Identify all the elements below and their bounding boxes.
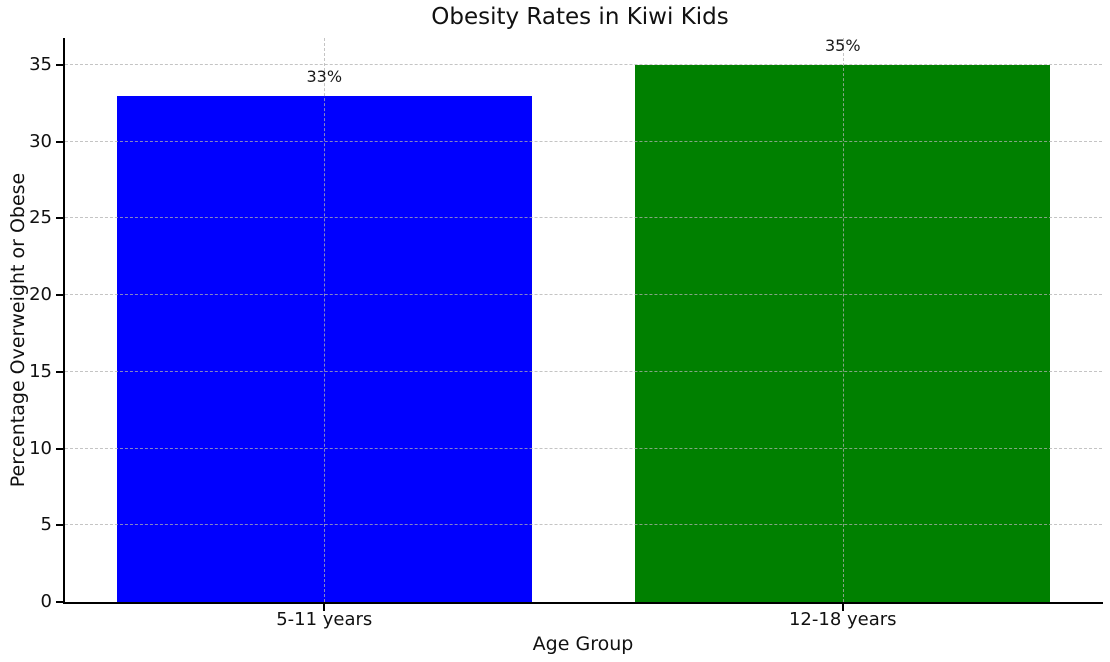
y-tick-label: 30: [29, 130, 52, 152]
bar-value-label: 33%: [306, 66, 343, 86]
y-tick-label: 20: [29, 284, 52, 306]
plot-area: 0 5 10 15 20 25 30 35 33% 5-11 years 35% 12-18 year…: [29, 35, 1102, 630]
y-tick-mark: [56, 370, 63, 373]
bar-5-11-years: [116, 95, 532, 602]
y-axis-label: Percentage Overweight or Obese: [7, 172, 29, 488]
x-tick-label: 12-18 years: [788, 609, 897, 630]
y-tick-label: 35: [29, 53, 52, 75]
x-axis-label: Age Group: [532, 633, 634, 655]
x-tick-mark: [841, 604, 844, 611]
y-tick-label: 5: [40, 514, 52, 536]
grid-layer: [65, 38, 1102, 602]
y-tick-mark: [56, 447, 63, 450]
bar-value-label: 35%: [824, 35, 861, 55]
y-tick-label: 15: [29, 360, 52, 382]
horizontal-gridline: [65, 524, 1102, 526]
horizontal-gridline: [65, 63, 1102, 65]
chart-title: Obesity Rates in Kiwi Kids: [431, 4, 729, 30]
y-tick-label: 10: [29, 437, 52, 459]
bar-12-18-years: [635, 64, 1051, 602]
horizontal-gridline: [65, 294, 1102, 296]
labels-layer: 0 5 10 15 20 25 30 35 33% 5-11 years 35% 12-18 year…: [29, 35, 1102, 630]
y-tick-mark: [56, 140, 63, 143]
horizontal-gridline: [65, 217, 1102, 219]
y-axis-spine: [63, 38, 65, 604]
y-tick-label: 25: [29, 207, 52, 229]
x-tick-mark: [323, 604, 326, 611]
vertical-gridline: [842, 38, 844, 602]
y-tick-mark: [56, 524, 63, 527]
horizontal-gridline: [65, 140, 1102, 142]
x-axis-spine: [63, 602, 1103, 604]
y-tick-mark: [56, 601, 63, 603]
bars-layer: [65, 38, 1102, 602]
y-tick-mark: [56, 63, 63, 66]
y-tick-mark: [56, 294, 63, 297]
horizontal-gridline: [65, 447, 1102, 449]
vertical-gridline: [324, 38, 326, 602]
horizontal-gridline: [65, 370, 1102, 372]
y-tick-mark: [56, 217, 63, 220]
y-tick-label: 0: [40, 591, 52, 612]
x-tick-label: 5-11 years: [276, 609, 373, 630]
